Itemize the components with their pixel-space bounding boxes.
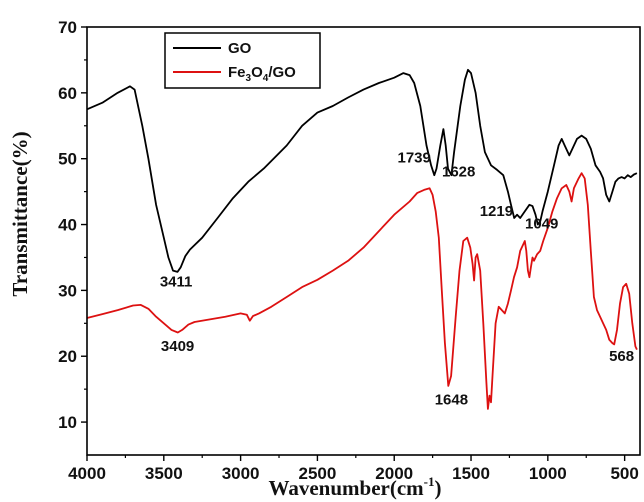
x-tick-label: 4000 [68,464,106,483]
x-tick-label: 3500 [145,464,183,483]
y-tick-label: 30 [58,281,77,300]
plot-frame [86,26,641,456]
x-tick-label: 2000 [375,464,413,483]
x-tick-label: 3000 [222,464,260,483]
peak-label-1648: 1648 [435,391,468,408]
y-tick-label: 60 [58,84,77,103]
legend-label-fe3o4-go: Fe3O4/GO [228,64,296,84]
y-tick-label: 40 [58,216,77,235]
legend: GO Fe3O4/GO [164,32,321,89]
peak-label-568: 568 [609,348,634,365]
series-line-go [86,68,638,273]
axes: 4000 3500 3000 2500 2000 1500 1000 500 10 20 30 40 5… [58,18,641,483]
peak-label-3411: 3411 [160,273,193,290]
peak-label-1049: 1049 [525,216,558,233]
y-tick-label: 10 [58,413,77,432]
annotation-layer: 3411 3409 1739 1628 1219 1049 1648 568 [160,150,634,409]
series-layer [86,68,638,410]
y-axis-title: Transmittance(%) [8,131,32,296]
peak-label-1219: 1219 [480,203,513,220]
x-tick-label: 1000 [529,464,567,483]
y-tick-label: 50 [58,150,77,169]
peak-label-1739: 1739 [398,150,431,167]
x-tick-label: 1500 [452,464,490,483]
peak-label-3409: 3409 [161,338,194,355]
legend-label-go: GO [228,40,252,57]
x-tick-label: 2500 [299,464,337,483]
x-tick-label: 500 [610,464,638,483]
x-axis-title: Wavenumber(cm-1) [269,474,442,500]
legend-box [164,32,321,89]
y-tick-label: 70 [58,18,77,37]
peak-label-1628: 1628 [442,164,475,181]
y-tick-label: 20 [58,347,77,366]
series-line-fe3o4-go [86,172,638,410]
